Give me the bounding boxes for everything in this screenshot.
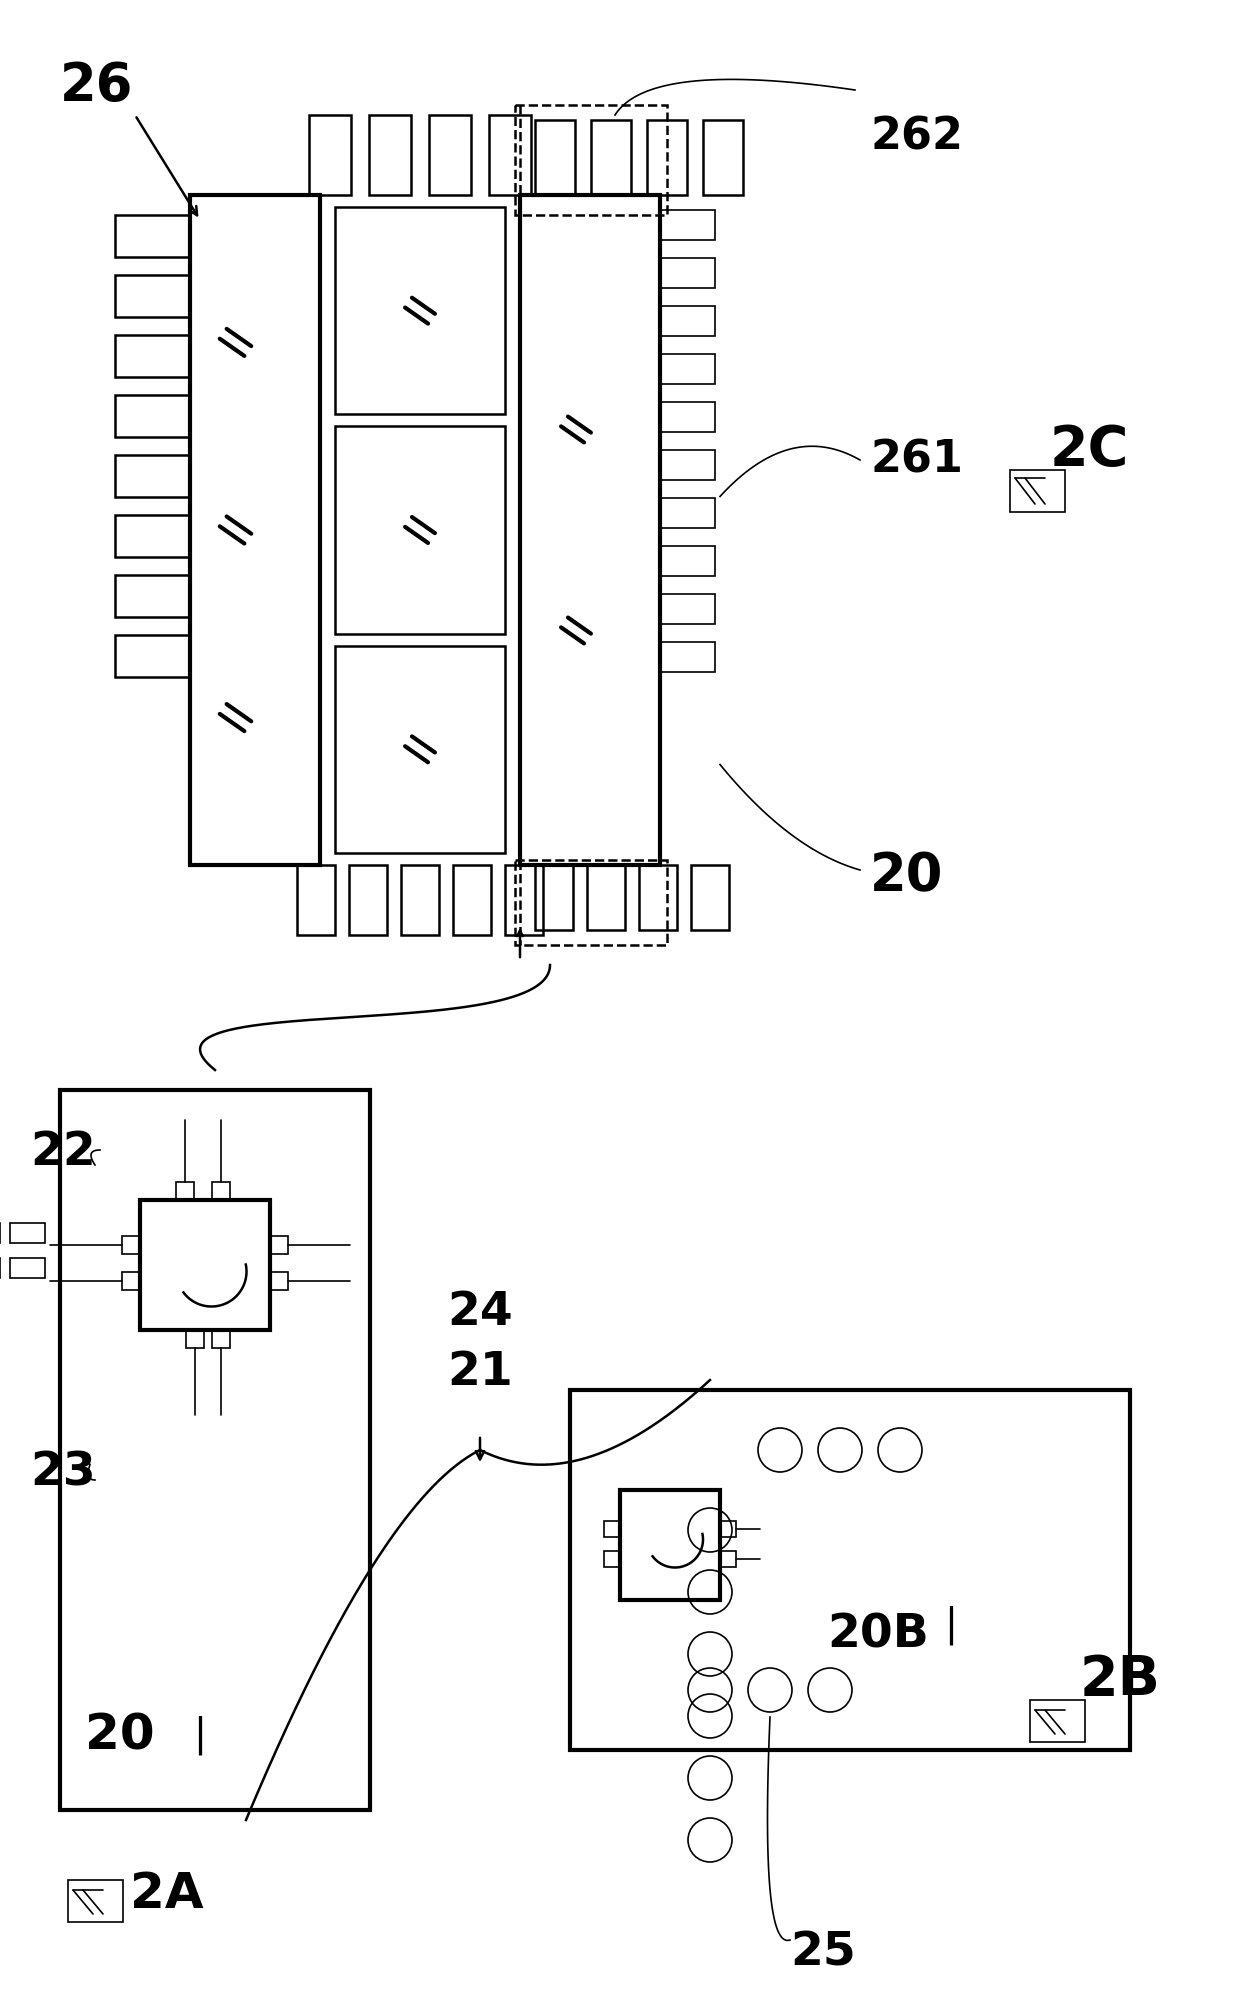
Bar	[660, 210, 715, 240]
Bar	[10, 1257, 45, 1277]
Bar	[115, 276, 190, 318]
Text: 2B: 2B	[1080, 1652, 1161, 1706]
Bar	[122, 1237, 140, 1255]
Bar	[591, 120, 631, 196]
Bar	[298, 865, 335, 935]
Text: 25: 25	[790, 1930, 856, 1974]
Bar	[370, 116, 410, 196]
Bar	[115, 515, 190, 557]
Bar	[335, 208, 505, 414]
Bar	[534, 120, 575, 196]
Bar	[10, 1223, 45, 1243]
Bar	[620, 1491, 720, 1600]
Text: 24: 24	[448, 1291, 513, 1335]
Bar	[691, 865, 729, 929]
Bar	[660, 498, 715, 527]
Bar	[140, 1201, 270, 1331]
Bar	[720, 1550, 737, 1566]
Bar	[703, 120, 743, 196]
Bar	[520, 196, 660, 865]
Bar	[639, 865, 677, 929]
Bar	[1030, 1700, 1085, 1742]
Text: 23: 23	[30, 1451, 95, 1495]
Bar	[505, 865, 543, 935]
Bar	[720, 1520, 737, 1536]
Text: 22: 22	[30, 1131, 95, 1175]
Text: |: |	[193, 1716, 206, 1754]
Bar	[335, 645, 505, 853]
Bar	[122, 1271, 140, 1289]
Text: 262: 262	[870, 116, 963, 158]
Text: 26: 26	[60, 60, 134, 112]
Text: 20: 20	[870, 849, 944, 901]
Bar	[429, 116, 471, 196]
Bar	[660, 450, 715, 480]
Bar	[348, 865, 387, 935]
Bar	[60, 1091, 370, 1810]
Bar	[660, 258, 715, 288]
Bar	[176, 1183, 195, 1201]
Text: 21: 21	[448, 1351, 513, 1395]
Bar	[401, 865, 439, 935]
Bar	[115, 216, 190, 258]
Bar	[1011, 470, 1065, 511]
Text: 2C: 2C	[1050, 424, 1130, 478]
Bar	[270, 1271, 288, 1289]
Bar	[660, 402, 715, 432]
Bar	[115, 575, 190, 617]
Bar	[647, 120, 687, 196]
Bar	[68, 1880, 123, 1922]
Bar	[660, 593, 715, 623]
Bar	[570, 1391, 1130, 1750]
Text: 2A: 2A	[130, 1870, 203, 1918]
Bar	[587, 865, 625, 929]
Bar	[270, 1237, 288, 1255]
Bar	[186, 1331, 203, 1349]
Bar	[604, 1520, 620, 1536]
Bar	[604, 1550, 620, 1566]
Bar	[489, 116, 531, 196]
Text: 261: 261	[870, 438, 963, 482]
Bar	[115, 635, 190, 677]
Bar	[335, 426, 505, 633]
Bar	[212, 1183, 229, 1201]
Bar	[534, 865, 573, 929]
Bar	[190, 196, 320, 865]
Bar	[660, 641, 715, 671]
Bar	[660, 306, 715, 336]
Bar	[212, 1331, 229, 1349]
Bar	[515, 859, 667, 945]
Bar	[309, 116, 351, 196]
Bar	[515, 106, 667, 216]
Bar	[115, 456, 190, 498]
Bar	[115, 336, 190, 378]
Text: 20: 20	[86, 1712, 155, 1760]
Bar	[660, 545, 715, 575]
Bar	[660, 354, 715, 384]
Text: 20B: 20B	[827, 1612, 929, 1656]
Bar	[453, 865, 491, 935]
Text: |: |	[945, 1604, 957, 1644]
Bar	[115, 396, 190, 438]
